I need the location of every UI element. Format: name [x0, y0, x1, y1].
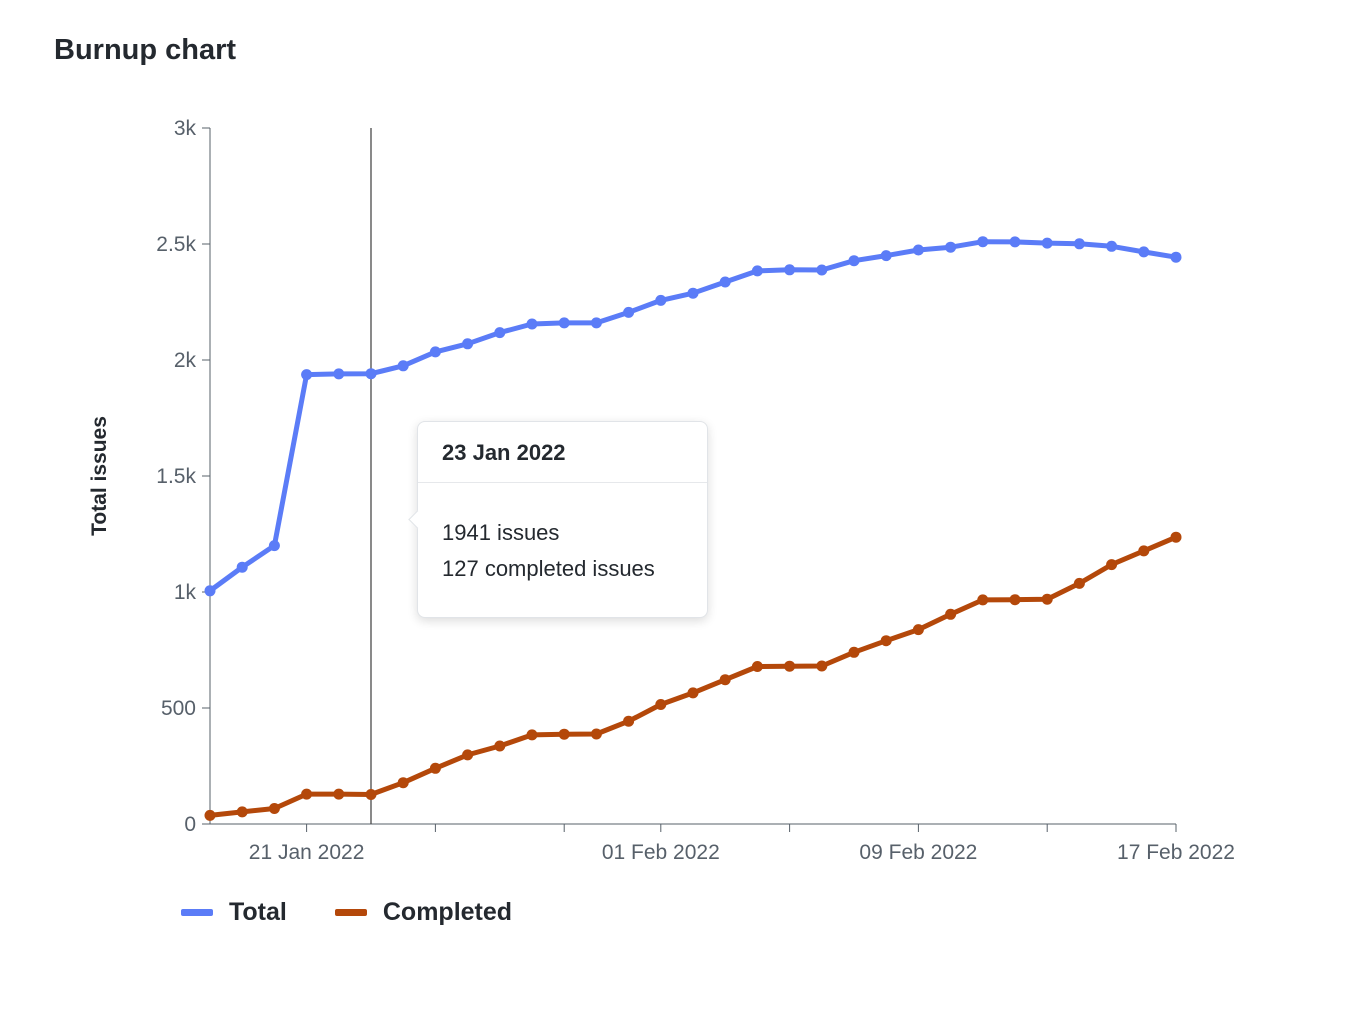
data-point-completed[interactable] [848, 646, 860, 658]
y-tick-label: 3k [174, 117, 197, 140]
data-point-total[interactable] [1073, 238, 1085, 250]
data-point-completed[interactable] [687, 687, 699, 699]
legend-swatch-total [181, 909, 213, 916]
data-point-total[interactable] [1009, 236, 1021, 248]
y-tick-label: 1k [174, 581, 197, 604]
data-point-completed[interactable] [236, 806, 248, 818]
data-point-completed[interactable] [494, 740, 506, 752]
data-point-total[interactable] [655, 294, 667, 306]
y-tick-label: 2.5k [156, 233, 196, 256]
data-point-total[interactable] [977, 236, 989, 248]
tooltip-divider [418, 482, 707, 483]
data-point-total[interactable] [1106, 240, 1118, 252]
data-point-total[interactable] [397, 360, 409, 372]
data-point-completed[interactable] [1138, 545, 1150, 557]
data-point-total[interactable] [526, 318, 538, 330]
data-point-completed[interactable] [816, 660, 828, 672]
data-point-completed[interactable] [1041, 593, 1053, 605]
y-axis-title: Total issues [88, 416, 111, 536]
legend-item-total[interactable]: Total [181, 898, 287, 927]
data-point-total[interactable] [880, 250, 892, 262]
data-point-total[interactable] [333, 368, 345, 380]
data-point-total[interactable] [1138, 246, 1150, 258]
data-point-completed[interactable] [462, 749, 474, 761]
data-point-total[interactable] [494, 327, 506, 339]
data-point-total[interactable] [1170, 251, 1182, 263]
data-point-total[interactable] [268, 540, 280, 552]
data-point-completed[interactable] [623, 715, 635, 727]
data-point-completed[interactable] [204, 809, 216, 821]
data-point-completed[interactable] [912, 624, 924, 636]
chart-legend: Total Completed [181, 898, 560, 927]
x-tick-label: 21 Jan 2022 [249, 841, 365, 864]
y-tick-label: 0 [184, 813, 196, 836]
data-point-total[interactable] [1041, 237, 1053, 249]
data-point-total[interactable] [719, 276, 731, 288]
legend-label-total: Total [229, 898, 287, 926]
data-point-total[interactable] [204, 585, 216, 597]
legend-swatch-completed [334, 909, 367, 916]
data-point-completed[interactable] [1170, 531, 1182, 543]
y-tick-label: 1.5k [156, 465, 196, 488]
data-point-total[interactable] [236, 561, 248, 573]
data-point-completed[interactable] [1073, 577, 1085, 589]
data-point-completed[interactable] [977, 594, 989, 606]
data-point-completed[interactable] [526, 729, 538, 741]
data-point-total[interactable] [462, 338, 474, 350]
data-point-completed[interactable] [945, 608, 957, 620]
data-point-total[interactable] [784, 264, 796, 276]
data-point-completed[interactable] [655, 699, 667, 710]
data-point-completed[interactable] [1106, 559, 1118, 571]
data-point-completed[interactable] [558, 728, 570, 740]
data-point-total[interactable] [623, 306, 635, 318]
data-point-completed[interactable] [590, 728, 602, 740]
data-point-completed[interactable] [1009, 594, 1021, 606]
data-point-completed[interactable] [268, 803, 280, 814]
data-point-total[interactable] [365, 368, 377, 380]
data-point-completed[interactable] [397, 777, 409, 789]
data-point-total[interactable] [751, 265, 763, 277]
data-point-total[interactable] [912, 244, 924, 256]
data-point-completed[interactable] [784, 660, 796, 672]
axes: 0 500 1k 1.5k 2k 2.5k 3k Total issues 21 Jan 202… [88, 117, 1235, 864]
chart-title: Burnup chart [54, 34, 237, 66]
x-tick-label: 17 Feb 2022 [1117, 841, 1235, 864]
tooltip-total-issues: 1941 issues [442, 520, 560, 545]
x-tick-label: 01 Feb 2022 [602, 841, 720, 864]
data-point-completed[interactable] [301, 788, 313, 800]
data-point-completed[interactable] [880, 635, 892, 647]
data-point-completed[interactable] [333, 788, 345, 800]
series[interactable] [204, 236, 1182, 821]
legend-item-completed[interactable]: Completed [334, 898, 513, 927]
y-tick-label: 500 [161, 697, 196, 720]
data-point-total[interactable] [558, 317, 570, 329]
data-point-completed[interactable] [365, 789, 377, 800]
data-point-total[interactable] [590, 317, 602, 329]
tooltip-completed-issues: 127 completed issues [442, 556, 655, 581]
data-point-total[interactable] [816, 264, 828, 276]
data-point-completed[interactable] [719, 674, 731, 686]
x-tick-label: 09 Feb 2022 [859, 841, 977, 864]
y-tick-label: 2k [174, 349, 197, 372]
data-point-total[interactable] [848, 255, 860, 267]
data-point-total[interactable] [301, 369, 313, 381]
data-point-total[interactable] [429, 346, 441, 358]
data-point-total[interactable] [687, 287, 699, 299]
data-point-completed[interactable] [751, 661, 763, 672]
tooltip-date: 23 Jan 2022 [442, 440, 566, 465]
legend-label-completed: Completed [382, 898, 513, 926]
chart-tooltip: 23 Jan 2022 1941 issues 127 completed is… [408, 421, 708, 618]
data-point-completed[interactable] [429, 762, 441, 774]
data-point-total[interactable] [945, 241, 957, 253]
